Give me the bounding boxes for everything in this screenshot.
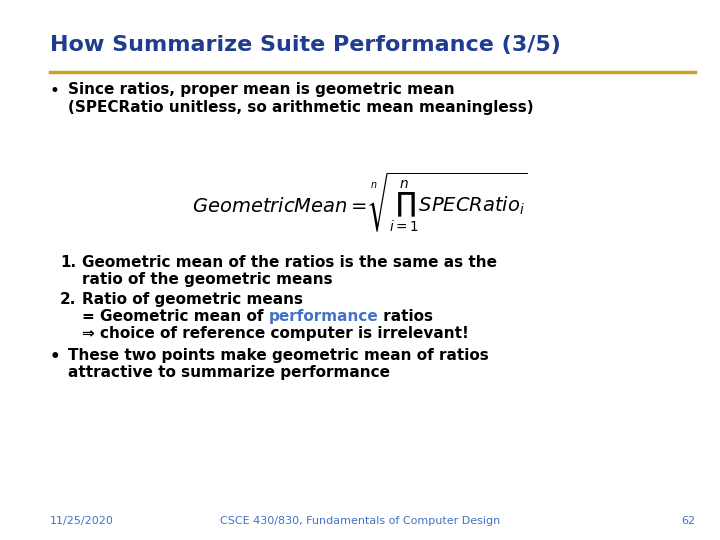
Text: ratio of the geometric means: ratio of the geometric means: [82, 272, 333, 287]
Text: Geometric mean of the ratios is the same as the: Geometric mean of the ratios is the same…: [82, 255, 497, 270]
Text: These two points make geometric mean of ratios: These two points make geometric mean of …: [68, 348, 489, 363]
Text: How Summarize Suite Performance (3/5): How Summarize Suite Performance (3/5): [50, 35, 561, 55]
Text: •: •: [50, 82, 60, 100]
Text: CSCE 430/830, Fundamentals of Computer Design: CSCE 430/830, Fundamentals of Computer D…: [220, 516, 500, 526]
Text: 62: 62: [681, 516, 695, 526]
Text: ⇒ choice of reference computer is irrelevant!: ⇒ choice of reference computer is irrele…: [82, 326, 469, 341]
Text: Since ratios, proper mean is geometric mean: Since ratios, proper mean is geometric m…: [68, 82, 454, 97]
Text: performance: performance: [269, 309, 379, 324]
Text: •: •: [50, 348, 60, 366]
Text: ratios: ratios: [379, 309, 433, 324]
Text: 2.: 2.: [60, 292, 76, 307]
Text: attractive to summarize performance: attractive to summarize performance: [68, 365, 390, 380]
Text: 11/25/2020: 11/25/2020: [50, 516, 114, 526]
Text: $\mathit{GeometricMean} = \sqrt[\mathit{n}]{\prod_{i=1}^{n} \mathit{SPECRatio}_i: $\mathit{GeometricMean} = \sqrt[\mathit{…: [192, 170, 528, 233]
Text: Ratio of geometric means: Ratio of geometric means: [82, 292, 303, 307]
Text: 1.: 1.: [60, 255, 76, 270]
Text: = Geometric mean of: = Geometric mean of: [82, 309, 269, 324]
Text: (SPECRatio unitless, so arithmetic mean meaningless): (SPECRatio unitless, so arithmetic mean …: [68, 100, 534, 115]
